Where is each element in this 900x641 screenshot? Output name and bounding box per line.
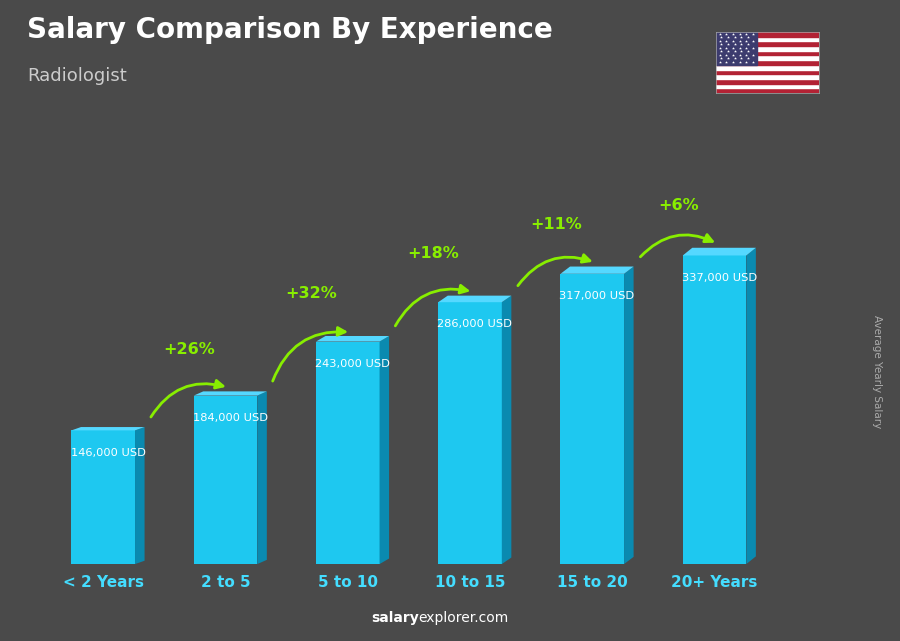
Bar [316, 342, 380, 564]
Bar [716, 42, 819, 46]
Text: +11%: +11% [530, 217, 581, 232]
Bar [716, 32, 819, 37]
Bar [438, 302, 502, 564]
Text: +26%: +26% [163, 342, 215, 357]
Text: salary: salary [371, 611, 418, 625]
Polygon shape [683, 248, 756, 256]
Text: +18%: +18% [408, 246, 460, 261]
Text: Salary Comparison By Experience: Salary Comparison By Experience [27, 16, 553, 44]
Text: Radiologist: Radiologist [27, 67, 127, 85]
Bar [716, 65, 819, 69]
Text: Average Yearly Salary: Average Yearly Salary [872, 315, 883, 428]
Text: 243,000 USD: 243,000 USD [315, 359, 390, 369]
Polygon shape [438, 296, 511, 302]
Bar [716, 83, 819, 88]
Polygon shape [194, 392, 266, 395]
Bar [716, 69, 819, 74]
Polygon shape [624, 267, 634, 564]
Bar [561, 274, 624, 564]
Text: 317,000 USD: 317,000 USD [560, 291, 634, 301]
Text: explorer.com: explorer.com [418, 611, 508, 625]
Text: 337,000 USD: 337,000 USD [681, 273, 757, 283]
Bar [194, 395, 257, 564]
Text: +6%: +6% [658, 198, 698, 213]
Polygon shape [135, 427, 145, 564]
Bar [716, 32, 757, 65]
Bar [716, 46, 819, 51]
Polygon shape [502, 296, 511, 564]
Bar [716, 74, 819, 79]
Bar [716, 79, 819, 83]
Text: 146,000 USD: 146,000 USD [70, 447, 146, 458]
Bar [716, 60, 819, 65]
Polygon shape [71, 427, 145, 430]
Bar [71, 430, 135, 564]
Polygon shape [561, 267, 634, 274]
Polygon shape [380, 336, 389, 564]
Text: 184,000 USD: 184,000 USD [193, 413, 268, 423]
Bar [716, 88, 819, 93]
Polygon shape [746, 248, 756, 564]
Polygon shape [257, 392, 266, 564]
Bar [683, 256, 746, 564]
Polygon shape [316, 336, 389, 342]
Text: +32%: +32% [285, 287, 338, 301]
Text: 286,000 USD: 286,000 USD [437, 319, 512, 329]
Bar [716, 51, 819, 56]
Bar [716, 37, 819, 42]
Bar [716, 56, 819, 60]
